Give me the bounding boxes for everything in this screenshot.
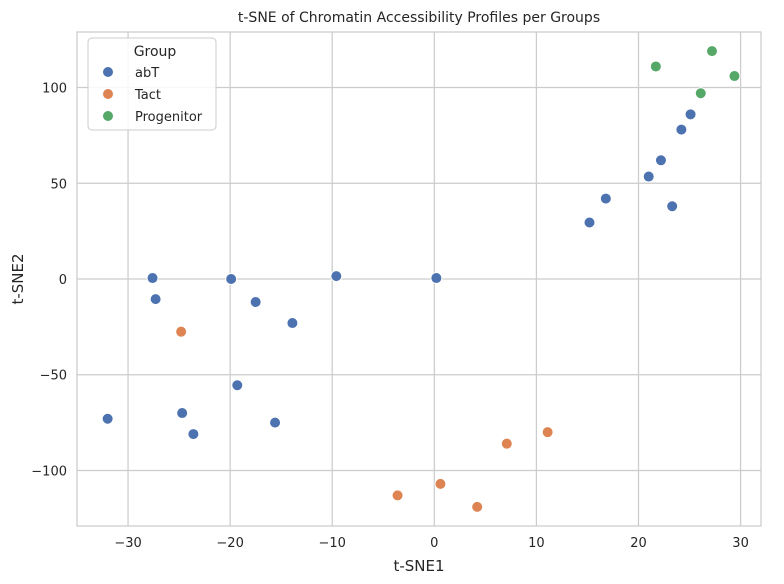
data-point-abt [666, 200, 679, 213]
legend-label-tact: Tact [134, 88, 161, 103]
legend-marker-progenitor [102, 110, 114, 122]
data-point-abt [599, 192, 612, 205]
data-point-abt [675, 123, 688, 136]
data-point-abt [330, 270, 343, 283]
data-point-progenitor [705, 45, 718, 58]
legend-marker-tact [102, 88, 114, 100]
legend: Group abT Tact Progenitor [87, 37, 217, 131]
y-tick-label: 50 [50, 177, 67, 192]
data-point-abt [583, 216, 596, 229]
legend-label-progenitor: Progenitor [135, 110, 203, 125]
data-point-tact [500, 437, 513, 450]
chart-title: t-SNE of Chromatin Accessibility Profile… [238, 10, 600, 26]
data-point-abt [642, 170, 655, 183]
data-point-tact [471, 500, 484, 513]
legend-label-abt: abT [135, 66, 159, 81]
y-axis-ticks: −100 −50 0 50 100 [31, 82, 67, 480]
data-points [101, 45, 741, 513]
y-tick-label: −50 [40, 369, 67, 384]
data-point-abt [269, 416, 282, 429]
x-axis-ticks: −30 −20 −10 0 10 20 30 [114, 536, 749, 551]
legend-title: Group [134, 44, 177, 60]
x-tick-label: 0 [430, 536, 438, 551]
data-point-abt [101, 412, 114, 425]
x-tick-label: 10 [528, 536, 545, 551]
y-tick-label: −100 [31, 464, 67, 479]
legend-items: abT Tact Progenitor [102, 66, 203, 125]
data-point-abt [146, 272, 159, 285]
y-tick-label: 100 [42, 82, 67, 97]
data-point-abt [286, 317, 299, 330]
data-point-abt [654, 154, 667, 167]
data-point-abt [231, 379, 244, 392]
x-tick-label: −20 [216, 536, 243, 551]
data-point-abt [225, 273, 238, 285]
data-point-abt [187, 428, 200, 441]
data-point-tact [175, 325, 188, 338]
data-point-abt [149, 293, 162, 306]
legend-marker-abt [102, 66, 114, 78]
data-point-abt [684, 108, 697, 121]
data-point-tact [434, 477, 447, 490]
data-point-progenitor [694, 87, 707, 100]
y-tick-label: 0 [59, 273, 67, 288]
y-axis-label: t-SNE2 [9, 253, 27, 304]
data-point-abt [176, 407, 189, 420]
plot-frame [76, 31, 762, 527]
legend-box [87, 37, 217, 131]
data-point-progenitor [728, 70, 741, 83]
data-point-progenitor [649, 60, 662, 73]
x-tick-label: 20 [630, 536, 647, 551]
data-point-abt [430, 272, 443, 285]
x-tick-label: −30 [114, 536, 141, 551]
data-point-abt [249, 295, 262, 308]
x-axis-label: t-SNE1 [393, 557, 444, 575]
x-tick-label: −10 [319, 536, 346, 551]
data-point-tact [391, 489, 404, 502]
data-point-tact [541, 426, 554, 439]
x-tick-label: 30 [732, 536, 749, 551]
